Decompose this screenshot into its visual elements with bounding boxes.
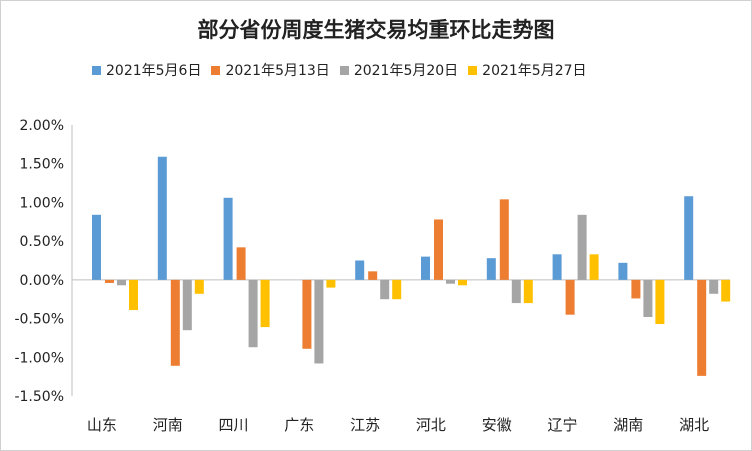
bar (631, 279, 641, 299)
bar (458, 279, 467, 286)
x-category-label: 湖北 (679, 416, 709, 434)
x-category-label: 山东 (87, 416, 117, 434)
bar (157, 156, 167, 280)
bar (236, 247, 246, 280)
x-category-label: 河南 (153, 416, 183, 434)
bar (223, 197, 233, 280)
y-tick-label: 1.50% (20, 157, 64, 173)
bar (643, 279, 653, 318)
legend-swatch (211, 65, 221, 75)
legend-item: 2021年5月20日 (339, 60, 459, 80)
bar (577, 214, 587, 280)
bar (618, 262, 628, 280)
y-tick-label: 0.00% (20, 273, 64, 289)
x-category-label: 广东 (284, 416, 314, 434)
x-category-label: 江苏 (350, 416, 380, 434)
bar (486, 258, 496, 280)
bar (589, 254, 599, 280)
bar (129, 279, 138, 311)
bar (446, 279, 455, 284)
y-tick-label: -1.00% (14, 350, 64, 366)
y-tick-label: -0.50% (14, 312, 64, 328)
chart-legend: 2021年5月6日 2021年5月13日 2021年5月20日 2021年5月27日 (92, 59, 742, 81)
chart-title: 部分省份周度生猪交易均重环比走势图 (197, 18, 555, 42)
bar (523, 279, 533, 304)
bar (499, 199, 509, 280)
x-category-label: 四川 (218, 416, 248, 434)
y-tick-label: 1.00% (20, 195, 64, 211)
legend-item: 2021年5月13日 (211, 60, 330, 80)
legend-label: 2021年5月6日 (106, 63, 202, 79)
bar (511, 279, 521, 304)
bar (182, 279, 192, 331)
bar (117, 279, 126, 286)
y-tick-label: 0.50% (20, 234, 64, 250)
bar (170, 279, 180, 366)
bar (314, 279, 324, 364)
x-category-label: 湖南 (613, 416, 643, 434)
bar (434, 219, 443, 280)
legend-label: 2021年5月13日 (225, 63, 330, 79)
bar (248, 279, 258, 348)
x-category-label: 安徽 (482, 416, 512, 434)
bar (392, 279, 402, 300)
x-category-label: 河北 (416, 416, 446, 434)
bar (380, 279, 390, 300)
y-tick-label: 2.00% (20, 118, 64, 134)
bar (105, 279, 114, 283)
legend-swatch (468, 65, 478, 75)
y-tick-label: -1.50% (14, 389, 64, 405)
bar (655, 279, 665, 324)
legend-item: 2021年5月6日 (92, 60, 201, 80)
bar (552, 254, 562, 280)
legend-item: 2021年5月27日 (468, 60, 587, 80)
x-category-label: 辽宁 (547, 416, 577, 434)
bar (302, 279, 312, 349)
bar (326, 279, 336, 288)
bar (565, 279, 575, 315)
legend-label: 2021年5月20日 (353, 63, 459, 79)
bar (194, 279, 204, 294)
bar (721, 279, 731, 302)
bar (421, 256, 430, 280)
bar (697, 279, 707, 376)
bar (260, 279, 270, 328)
bar (684, 196, 694, 280)
legend-swatch (339, 65, 349, 75)
legend-label: 2021年5月27日 (482, 63, 587, 79)
legend-swatch (92, 65, 101, 75)
bar (709, 279, 719, 294)
bar (92, 214, 101, 280)
bar (355, 260, 365, 280)
bar (368, 271, 378, 280)
